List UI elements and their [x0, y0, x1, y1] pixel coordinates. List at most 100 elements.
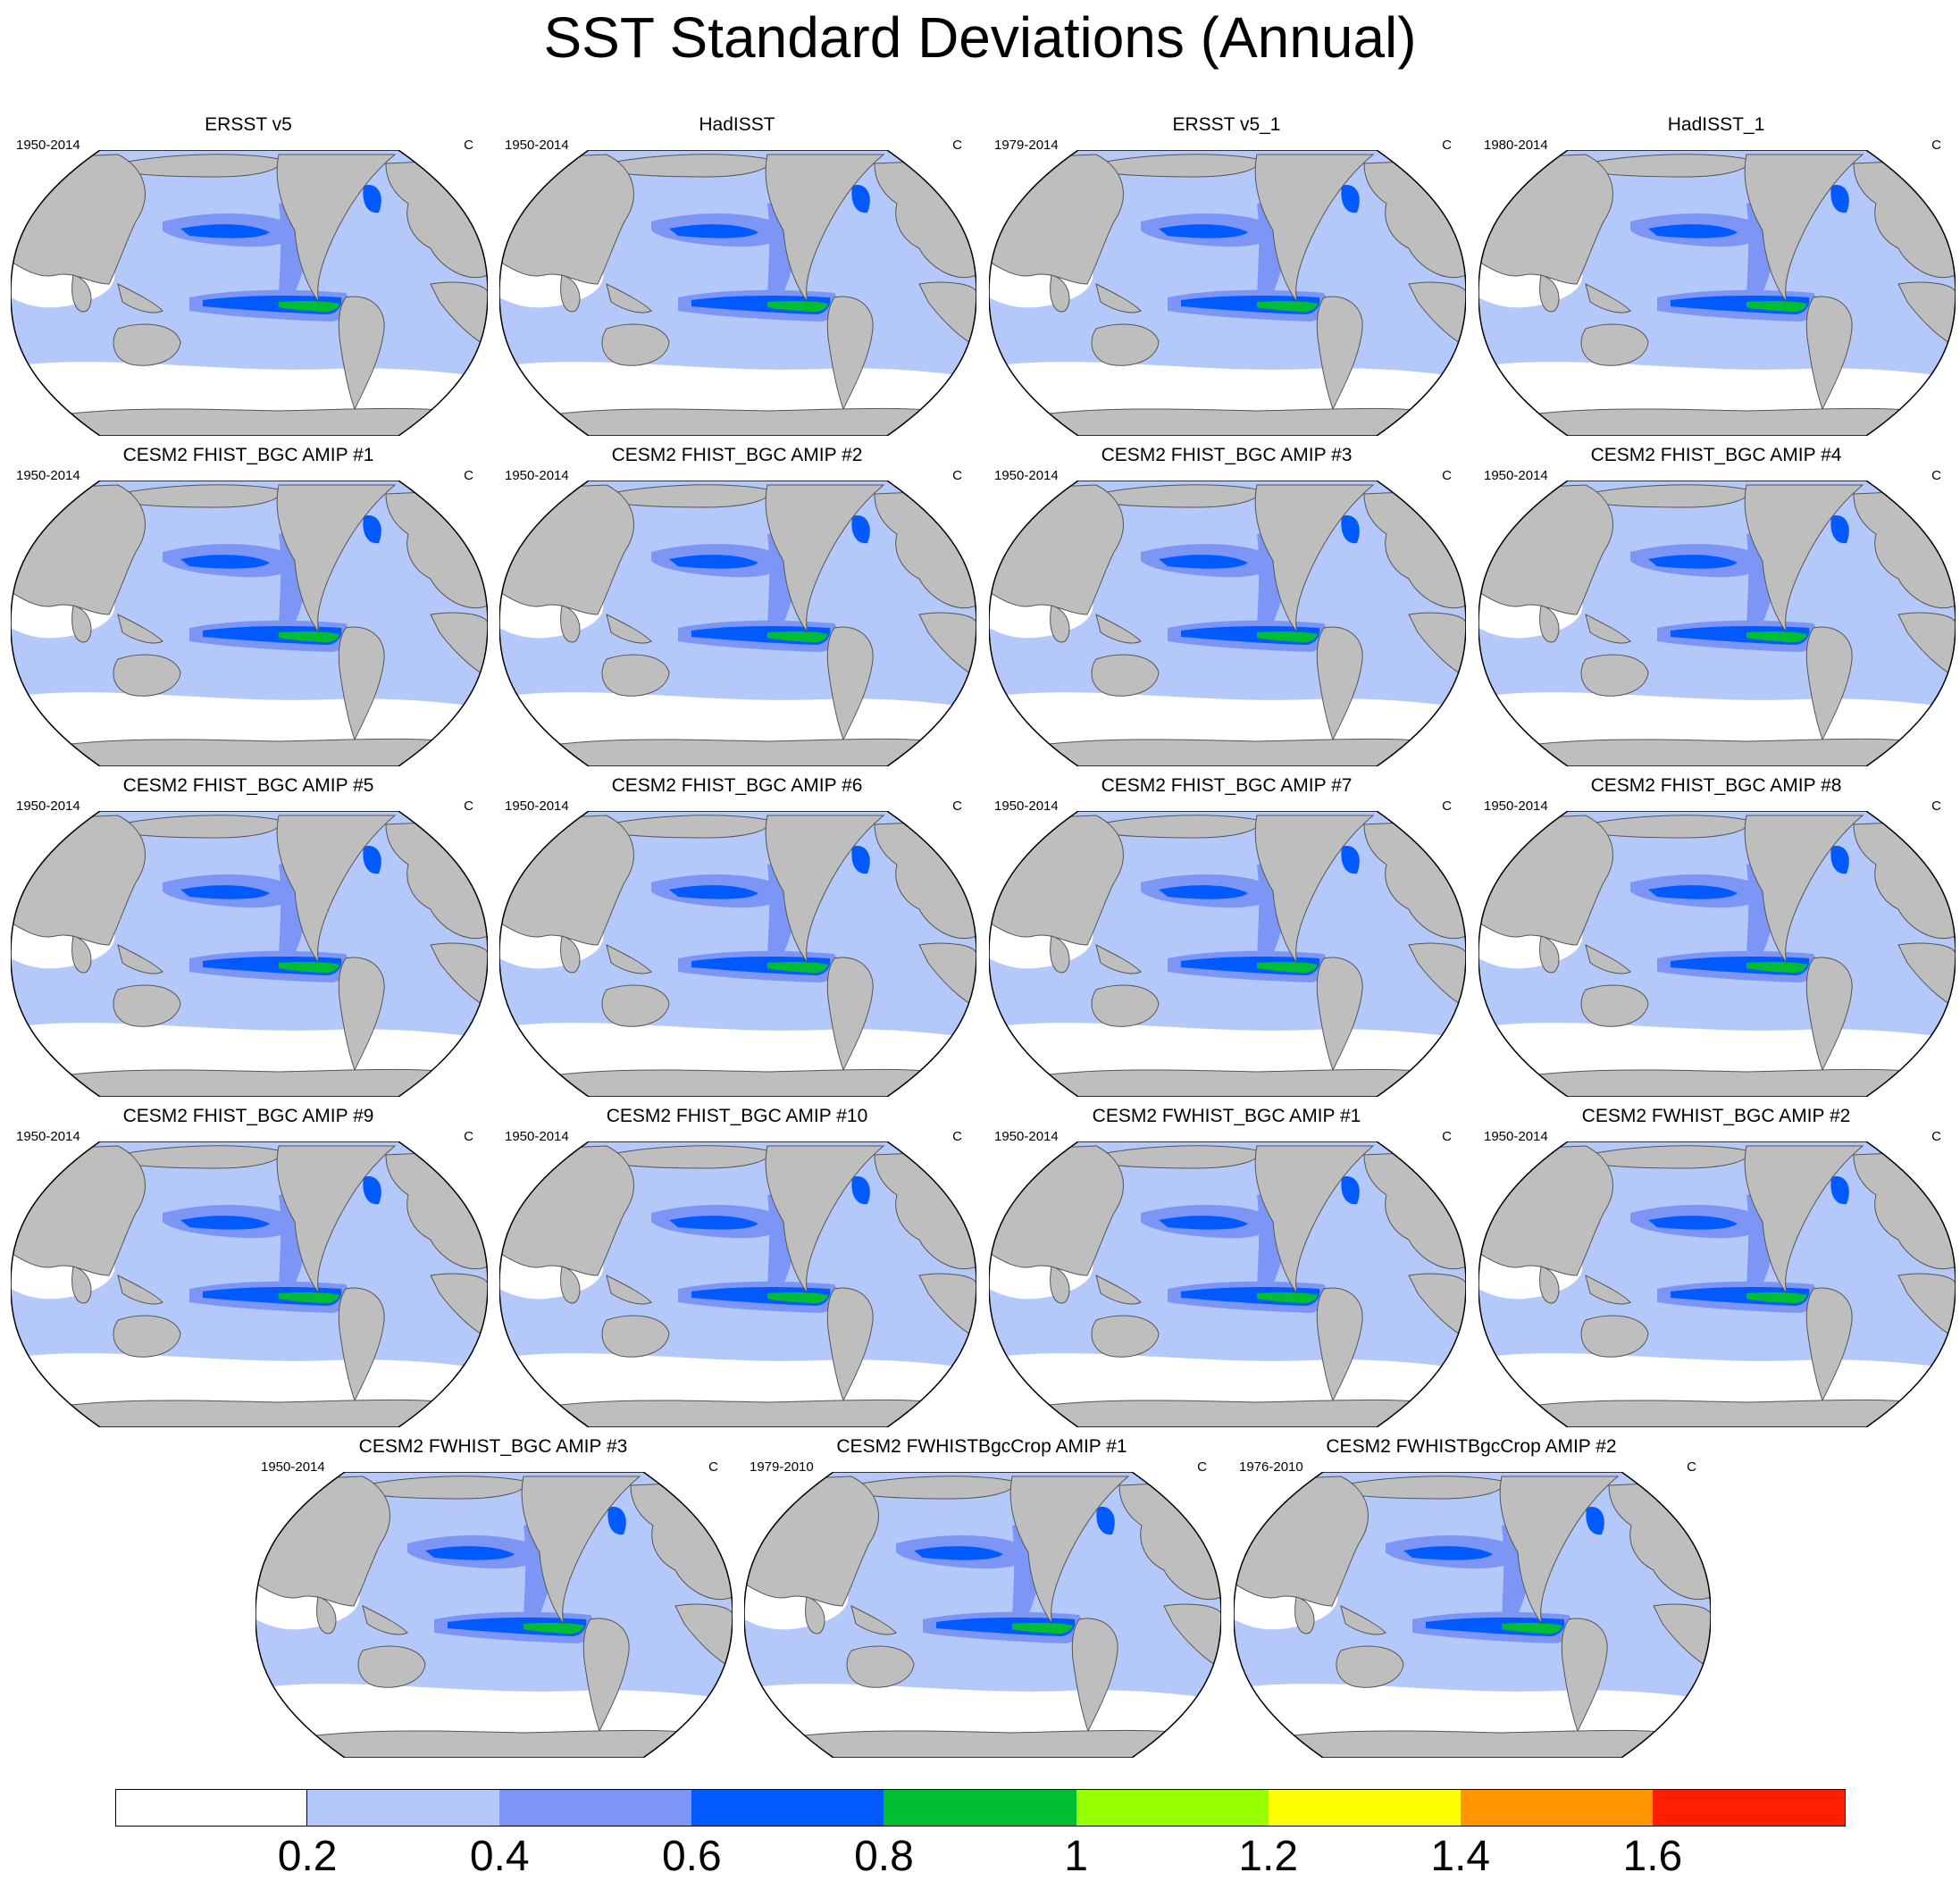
map-panel: CESM2 FHIST_BGC AMIP #5 1950-2014 C [7, 775, 490, 1097]
colorbar [115, 1789, 1846, 1828]
map-panel: CESM2 FHIST_BGC AMIP #4 1950-2014 C [1475, 445, 1957, 766]
panel-title: CESM2 FWHISTBgcCrop AMIP #2 [1326, 1436, 1617, 1457]
panel-period: 1950-2014 [16, 798, 80, 814]
panel-title: CESM2 FHIST_BGC AMIP #1 [122, 445, 374, 465]
panel-period: 1979-2010 [750, 1459, 814, 1475]
world-map [11, 811, 488, 1097]
panel-units: C [952, 798, 962, 814]
map-panel: CESM2 FHIST_BGC AMIP #6 1950-2014 C [496, 775, 978, 1097]
panel-units: C [1442, 468, 1452, 483]
colorbar-swatch [307, 1789, 501, 1827]
panel-period: 1950-2014 [16, 1129, 80, 1144]
colorbar-tick-label: 1.4 [1430, 1833, 1491, 1880]
world-map [1478, 1141, 1956, 1427]
map-panel: CESM2 FWHIST_BGC AMIP #1 1950-2014 C [985, 1106, 1468, 1427]
panel-period: 1950-2014 [505, 468, 569, 483]
colorbar-swatch [1652, 1789, 1846, 1827]
map-panel: ERSST v5 1950-2014 C [7, 114, 490, 436]
panel-title: CESM2 FHIST_BGC AMIP #9 [122, 1106, 374, 1126]
panel-period: 1976-2010 [1239, 1459, 1303, 1475]
panel-units: C [1931, 798, 1941, 814]
colorbar-swatch [1460, 1789, 1654, 1827]
world-map [499, 1141, 976, 1427]
panel-period: 1950-2014 [261, 1459, 325, 1475]
colorbar-swatch [691, 1789, 885, 1827]
panel-period: 1950-2014 [994, 1129, 1059, 1144]
map-panel: CESM2 FHIST_BGC AMIP #2 1950-2014 C [496, 445, 978, 766]
world-map [1478, 811, 1956, 1097]
world-map [255, 1472, 733, 1758]
map-panel: HadISST 1950-2014 C [496, 114, 978, 436]
panel-title: CESM2 FHIST_BGC AMIP #6 [611, 775, 863, 796]
panel-period: 1980-2014 [1484, 138, 1548, 153]
map-panel: CESM2 FHIST_BGC AMIP #1 1950-2014 C [7, 445, 490, 766]
panel-title: ERSST v5_1 [1172, 114, 1281, 135]
map-panel: CESM2 FHIST_BGC AMIP #10 1950-2014 C [496, 1106, 978, 1427]
panel-period: 1950-2014 [1484, 1129, 1548, 1144]
panel-title: CESM2 FWHIST_BGC AMIP #1 [1092, 1106, 1361, 1126]
map-panel: CESM2 FHIST_BGC AMIP #3 1950-2014 C [985, 445, 1468, 766]
map-panel: CESM2 FWHIST_BGC AMIP #3 1950-2014 C [252, 1436, 734, 1758]
panel-title: CESM2 FHIST_BGC AMIP #10 [606, 1106, 868, 1126]
panel-title: CESM2 FWHIST_BGC AMIP #3 [358, 1436, 628, 1457]
panel-title: HadISST_1 [1667, 114, 1765, 135]
panel-units: C [464, 798, 473, 814]
panel-period: 1950-2014 [1484, 468, 1548, 483]
panel-period: 1950-2014 [505, 1129, 569, 1144]
panel-units: C [952, 468, 962, 483]
map-panel: HadISST_1 1980-2014 C [1475, 114, 1957, 436]
world-map [11, 150, 488, 436]
map-panel: CESM2 FHIST_BGC AMIP #8 1950-2014 C [1475, 775, 1957, 1097]
map-panel: CESM2 FWHISTBgcCrop AMIP #1 1979-2010 C [741, 1436, 1223, 1758]
world-map [989, 150, 1466, 436]
panel-units: C [1931, 138, 1941, 153]
panel-title: CESM2 FHIST_BGC AMIP #8 [1590, 775, 1842, 796]
colorbar-swatch [1076, 1789, 1269, 1827]
panel-title: CESM2 FHIST_BGC AMIP #3 [1101, 445, 1353, 465]
panel-units: C [1931, 1129, 1941, 1144]
panel-period: 1950-2014 [994, 798, 1059, 814]
panel-units: C [952, 1129, 962, 1144]
panel-units: C [1442, 1129, 1452, 1144]
panel-title: CESM2 FHIST_BGC AMIP #7 [1101, 775, 1353, 796]
panel-units: C [1442, 138, 1452, 153]
panel-period: 1979-2014 [994, 138, 1059, 153]
panel-units: C [1931, 468, 1941, 483]
panel-units: C [952, 138, 962, 153]
panel-period: 1950-2014 [16, 468, 80, 483]
panel-title: CESM2 FWHISTBgcCrop AMIP #1 [836, 1436, 1127, 1457]
panel-units: C [464, 468, 473, 483]
world-map [1234, 1472, 1711, 1758]
world-map [744, 1472, 1221, 1758]
colorbar-tick-label: 1.2 [1238, 1833, 1299, 1880]
world-map [989, 481, 1466, 766]
world-map [499, 481, 976, 766]
panel-title: CESM2 FWHIST_BGC AMIP #2 [1581, 1106, 1851, 1126]
colorbar-swatch [499, 1789, 693, 1827]
world-map [499, 811, 976, 1097]
panel-units: C [1197, 1459, 1207, 1475]
panel-title: ERSST v5 [205, 114, 292, 135]
map-panel: CESM2 FHIST_BGC AMIP #9 1950-2014 C [7, 1106, 490, 1427]
colorbar-swatch [884, 1789, 1077, 1827]
map-panel: CESM2 FWHISTBgcCrop AMIP #2 1976-2010 C [1230, 1436, 1713, 1758]
colorbar-tick-label: 0.4 [469, 1833, 530, 1880]
world-map [11, 1141, 488, 1427]
map-panel: CESM2 FWHIST_BGC AMIP #2 1950-2014 C [1475, 1106, 1957, 1427]
panel-period: 1950-2014 [505, 798, 569, 814]
map-panel-grid: ERSST v5 1950-2014 C HadISST 1950-2014 C [7, 114, 1957, 1758]
colorbar-swatch [1268, 1789, 1462, 1827]
figure-title: SST Standard Deviations (Annual) [543, 5, 1417, 70]
panel-units: C [1442, 798, 1452, 814]
panel-units: C [708, 1459, 718, 1475]
panel-title: CESM2 FHIST_BGC AMIP #5 [122, 775, 374, 796]
panel-title: CESM2 FHIST_BGC AMIP #4 [1590, 445, 1842, 465]
colorbar-tick-label: 0.2 [277, 1833, 338, 1880]
panel-period: 1950-2014 [994, 468, 1059, 483]
world-map [1478, 150, 1956, 436]
colorbar-tick-label: 0.8 [854, 1833, 914, 1880]
panel-units: C [464, 1129, 473, 1144]
map-panel: CESM2 FHIST_BGC AMIP #7 1950-2014 C [985, 775, 1468, 1097]
colorbar-tick-label: 0.6 [661, 1833, 722, 1880]
world-map [499, 150, 976, 436]
